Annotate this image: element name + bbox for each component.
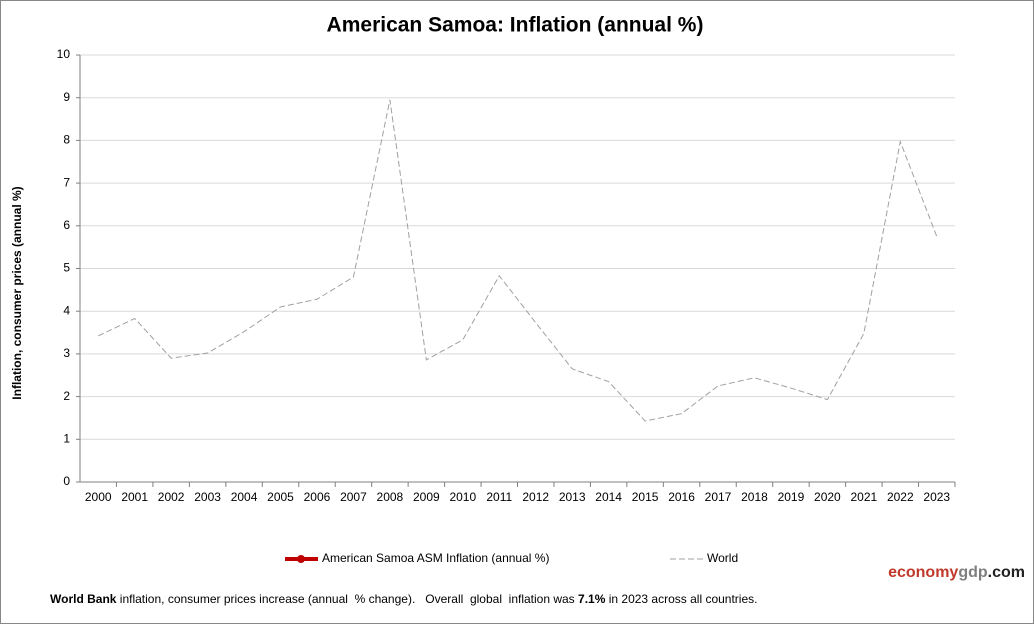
x-tick-label: 2019 [778,490,805,504]
x-tick-label: 2004 [231,490,258,504]
watermark-part: economy [888,564,958,581]
y-tick-label: 9 [63,90,70,104]
x-tick-label: 2001 [121,490,148,504]
x-tick-label: 2011 [486,490,512,504]
y-tick-label: 0 [63,474,70,488]
series-line [98,99,938,422]
x-tick-label: 2003 [194,490,221,504]
legend-label: World [707,551,738,565]
x-tick-label: 2005 [267,490,294,504]
x-tick-label: 2000 [85,490,112,504]
y-tick-label: 2 [63,389,70,403]
y-tick-label: 3 [63,346,70,360]
x-tick-label: 2010 [449,490,476,504]
chart-title: American Samoa: Inflation (annual %) [327,14,704,37]
x-tick-label: 2014 [595,490,622,504]
x-tick-label: 2013 [559,490,586,504]
x-tick-label: 2012 [522,490,549,504]
x-tick-label: 2023 [923,490,950,504]
footnote-part: in 2023 across all countries. [605,592,757,606]
x-tick-label: 2008 [377,490,404,504]
legend-marker [297,555,305,563]
watermark-part: gdp [958,564,988,581]
footnote-part: World Bank [50,592,117,606]
legend-label: American Samoa ASM Inflation (annual %) [322,551,549,565]
footnote-part: 7.1% [578,592,606,606]
x-tick-label: 2007 [340,490,367,504]
x-tick-label: 2015 [632,490,659,504]
y-tick-label: 5 [63,261,70,275]
x-tick-label: 2006 [304,490,331,504]
y-tick-label: 1 [63,431,70,445]
y-axis-label: Inflation, consumer prices (annual %) [10,186,24,399]
y-tick-label: 4 [63,303,70,317]
x-tick-label: 2021 [851,490,878,504]
x-tick-label: 2009 [413,490,440,504]
y-tick-label: 10 [57,47,71,61]
y-tick-label: 7 [63,175,70,189]
footnote-part: inflation, consumer prices increase (ann… [116,592,578,606]
x-tick-label: 2018 [741,490,768,504]
x-tick-label: 2017 [705,490,732,504]
y-tick-label: 8 [63,133,70,147]
watermark: economygdp.com [888,564,1025,581]
x-tick-label: 2016 [668,490,695,504]
y-tick-label: 6 [63,218,70,232]
x-tick-label: 2020 [814,490,841,504]
watermark-part: .com [988,564,1025,581]
x-tick-label: 2002 [158,490,185,504]
footnote: World Bank inflation, consumer prices in… [50,592,757,606]
x-tick-label: 2022 [887,490,914,504]
